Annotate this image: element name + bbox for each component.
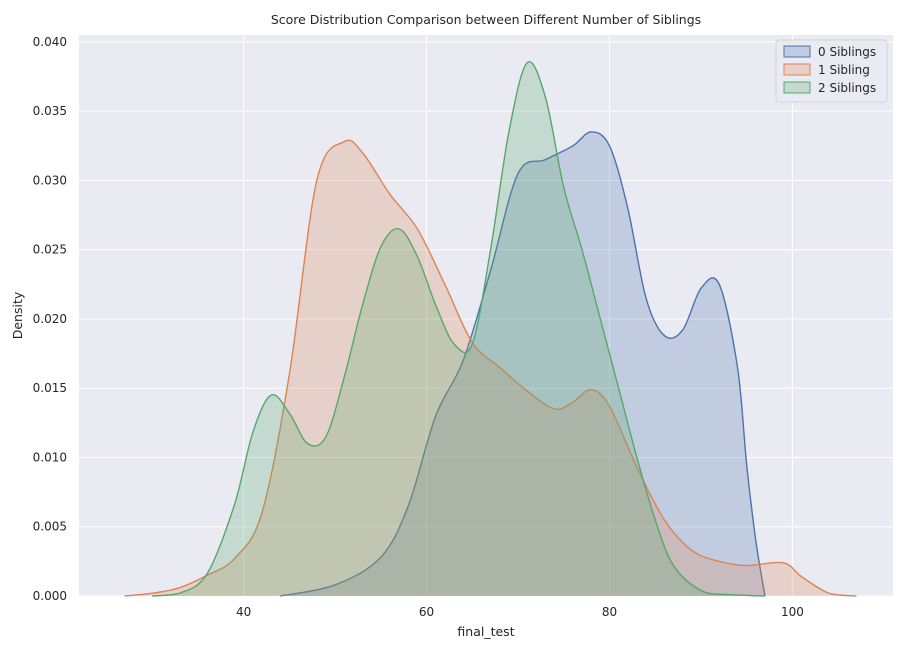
y-tick-label: 0.020	[33, 312, 67, 326]
y-tick-label: 0.040	[33, 35, 67, 49]
legend: 0 Siblings 1 Sibling 2 Siblings	[775, 39, 888, 103]
y-tick-label: 0.025	[33, 243, 67, 257]
legend-label-2-siblings: 2 Siblings	[818, 81, 876, 95]
density-line-0-siblings	[280, 131, 766, 597]
x-tick-label: 40	[236, 605, 251, 619]
density-line-2-siblings	[152, 60, 765, 597]
density-series	[124, 60, 857, 597]
plot-background	[79, 35, 893, 596]
legend-box	[775, 39, 888, 103]
y-tick-label: 0.010	[33, 450, 67, 464]
legend-swatch-0-siblings	[783, 45, 811, 58]
legend-label-1-sibling: 1 Sibling	[818, 63, 870, 77]
y-tick-label: 0.035	[33, 104, 67, 118]
x-tick-label: 80	[602, 605, 617, 619]
y-axis-label: Density	[10, 291, 25, 339]
y-tick-label: 0.030	[33, 173, 67, 187]
legend-label-0-siblings: 0 Siblings	[818, 45, 876, 59]
chart-title: Score Distribution Comparison between Di…	[271, 12, 701, 27]
density-area-1-sibling	[124, 140, 857, 597]
density-line-1-sibling	[124, 139, 857, 597]
y-tick-label: 0.000	[33, 589, 67, 603]
legend-swatch-1-sibling	[783, 63, 811, 76]
x-tick-label: 60	[419, 605, 434, 619]
grid-lines	[79, 35, 893, 597]
tick-labels: 40 60 80 100 0.000 0.005 0.010 0.015 0.020 0.025 0…	[33, 35, 804, 619]
x-tick-label: 100	[781, 605, 804, 619]
legend-swatch-2-siblings	[783, 81, 811, 94]
y-tick-label: 0.005	[33, 520, 67, 534]
x-axis-label: final_test	[457, 624, 514, 639]
y-tick-label: 0.015	[33, 381, 67, 395]
density-area-2-siblings	[152, 61, 765, 596]
